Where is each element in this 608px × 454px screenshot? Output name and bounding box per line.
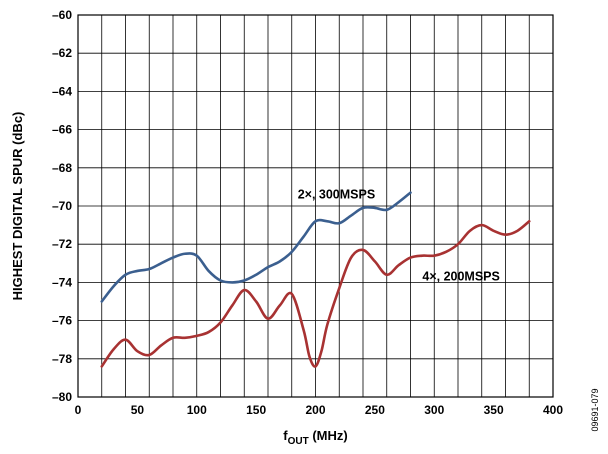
series-lines	[100, 191, 531, 368]
y-tick-label: –68	[52, 161, 72, 175]
y-tick-label: –78	[52, 352, 72, 366]
grid	[78, 15, 553, 397]
plot-frame	[77, 14, 554, 398]
y-tick-label: –80	[52, 390, 72, 404]
x-tick-label: 400	[543, 403, 563, 417]
series-line-0	[100, 191, 412, 303]
series-label-4x: 4×, 200MSPS	[422, 269, 499, 283]
y-tick-label: –76	[52, 314, 72, 328]
x-tick-label: 250	[365, 403, 385, 417]
y-tick-label: –60	[52, 8, 72, 22]
x-tick-label: 100	[187, 403, 207, 417]
y-tick-label: –70	[52, 199, 72, 213]
y-tick-label: –64	[52, 84, 72, 98]
x-tick-label: 0	[75, 403, 82, 417]
x-axis-label: fOUT (MHz)	[283, 428, 347, 447]
y-tick-label: –66	[52, 123, 72, 137]
x-tick-label: 200	[305, 403, 325, 417]
x-axis-label-subscript: OUT	[288, 436, 309, 447]
x-axis-label-main: f	[283, 428, 288, 443]
y-tick-label: –74	[52, 275, 72, 289]
x-tick-label: 300	[424, 403, 444, 417]
series-line-1	[100, 219, 531, 368]
tick-labels: 0 50 100 150 200 250 300 350 400 –80 –78 –76 –74 –72 –…	[52, 8, 563, 417]
y-tick-label: –72	[52, 237, 72, 251]
y-axis-label: HIGHEST DIGITAL SPUR (dBc)	[10, 112, 25, 301]
y-tick-label: –62	[52, 46, 72, 60]
x-tick-label: 350	[484, 403, 504, 417]
x-tick-label: 50	[131, 403, 145, 417]
x-tick-label: 150	[246, 403, 266, 417]
figure-id: 09691-079	[590, 388, 600, 431]
series-label-2x: 2×, 300MSPS	[298, 187, 375, 201]
x-axis-label-unit: (MHz)	[309, 428, 348, 443]
